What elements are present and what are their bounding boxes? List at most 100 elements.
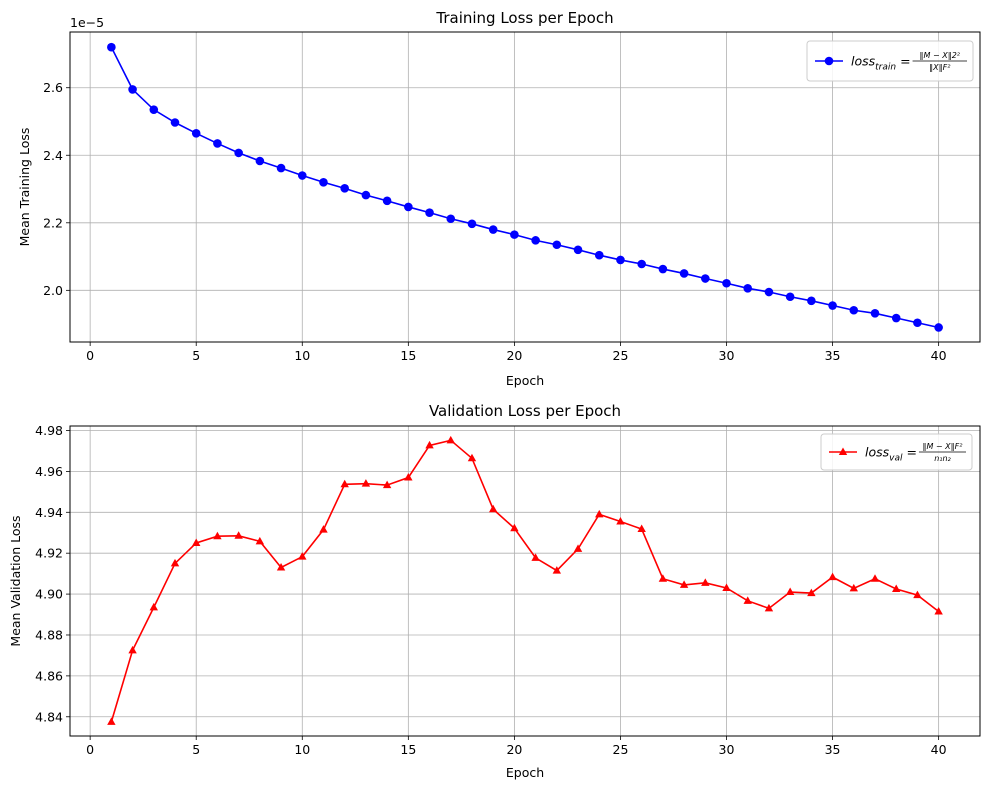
data-point xyxy=(340,479,349,488)
y-tick-label: 4.98 xyxy=(35,423,63,438)
x-tick-label: 20 xyxy=(506,348,522,363)
x-tick-label: 40 xyxy=(931,742,947,757)
data-point xyxy=(616,516,625,525)
legend-swatch-marker xyxy=(824,56,834,66)
x-tick-label: 30 xyxy=(719,348,735,363)
data-point xyxy=(488,225,498,234)
y-offset-label: 1e−5 xyxy=(70,15,104,30)
y-tick-label: 4.94 xyxy=(35,505,63,520)
data-point xyxy=(743,284,753,293)
data-point xyxy=(361,479,371,487)
data-point xyxy=(319,525,328,533)
data-point xyxy=(913,318,922,328)
data-point xyxy=(828,572,837,581)
data-point xyxy=(149,105,159,114)
data-point xyxy=(107,717,116,725)
data-point xyxy=(149,602,158,611)
y-tick-label: 2.6 xyxy=(43,80,63,95)
y-tick-label: 4.88 xyxy=(35,627,63,642)
x-tick-label: 5 xyxy=(192,348,200,363)
data-point xyxy=(722,278,731,288)
data-point xyxy=(594,250,604,260)
data-point xyxy=(191,129,201,138)
data-point xyxy=(467,453,477,462)
tick-group: 0 5 10 15 20 25 30 35 40 4.84 4.86 4.88 4.90 4.92 4.94… xyxy=(35,423,946,757)
data-point xyxy=(637,524,646,533)
data-point xyxy=(637,259,646,269)
data-point xyxy=(764,603,774,612)
y-tick-label: 4.86 xyxy=(35,668,63,683)
data-point xyxy=(743,596,752,604)
data-point xyxy=(107,42,116,52)
data-point xyxy=(404,202,413,212)
data-point xyxy=(785,587,795,596)
x-tick-label: 5 xyxy=(192,742,200,757)
data-point xyxy=(128,645,137,654)
data-point xyxy=(891,313,901,323)
grid-lines xyxy=(70,426,980,736)
data-point xyxy=(298,552,307,560)
data-point xyxy=(170,558,180,567)
data-point xyxy=(531,236,540,245)
legend-label: lossval = xyxy=(865,445,917,464)
plot-frame xyxy=(69,425,981,737)
x-tick-label: 20 xyxy=(506,742,522,757)
data-point xyxy=(446,435,455,444)
data-point xyxy=(828,301,837,310)
data-point xyxy=(807,588,816,597)
x-tick-label: 30 xyxy=(719,742,735,757)
data-point xyxy=(255,156,265,166)
y-tick-label: 4.84 xyxy=(35,709,63,724)
data-point xyxy=(510,523,519,532)
legend-box xyxy=(806,40,974,82)
data-point xyxy=(425,440,434,449)
data-point xyxy=(934,606,943,615)
data-point xyxy=(361,190,371,200)
y-tick-label: 2.4 xyxy=(43,148,63,163)
y-axis-label: Mean Validation Loss xyxy=(8,515,23,646)
data-point xyxy=(573,245,583,255)
y-axis-label: Mean Training Loss xyxy=(17,128,32,247)
data-point xyxy=(595,509,604,518)
data-point xyxy=(573,544,583,552)
data-point xyxy=(658,264,668,274)
grid-lines xyxy=(70,32,980,342)
y-tick-label: 4.90 xyxy=(35,587,63,602)
legend-fraction-numerator: ‖M − X‖2² xyxy=(920,51,961,60)
y-tick-label: 2.0 xyxy=(43,283,63,298)
data-point xyxy=(679,580,689,588)
data-point xyxy=(425,208,434,217)
data-point xyxy=(297,171,307,180)
series-line-group xyxy=(107,42,943,332)
data-point xyxy=(785,292,795,302)
data-point xyxy=(213,139,222,148)
x-tick-label: 0 xyxy=(86,348,94,363)
legend: losstrain = ‖M − X‖2² ‖X‖F² xyxy=(806,40,974,82)
data-point xyxy=(764,287,774,297)
data-point xyxy=(849,305,859,315)
data-point xyxy=(446,214,456,224)
chart-title: Validation Loss per Epoch xyxy=(429,402,621,420)
data-point xyxy=(404,473,413,481)
data-point xyxy=(658,574,668,582)
data-point xyxy=(849,583,858,592)
training-loss-panel: 0 5 10 15 20 25 30 35 40 2.0 2.2 2.4 2.6 Training Lo… xyxy=(17,9,981,388)
legend-fraction-denominator: ‖X‖F² xyxy=(929,63,951,72)
data-point xyxy=(276,563,286,571)
data-point xyxy=(340,184,349,193)
data-point xyxy=(510,230,519,239)
x-tick-label: 10 xyxy=(294,348,310,363)
data-point xyxy=(128,85,137,94)
x-tick-label: 25 xyxy=(613,742,629,757)
data-point xyxy=(870,308,880,318)
series-line xyxy=(110,46,939,329)
legend-box xyxy=(820,433,973,471)
data-point xyxy=(255,536,265,545)
data-point xyxy=(679,269,689,278)
legend: lossval = ‖M − X‖F² n₁n₂ xyxy=(820,433,973,471)
x-tick-label: 15 xyxy=(400,348,416,363)
validation-loss-panel: 0 5 10 15 20 25 30 35 40 4.84 4.86 4.88 4.90 4.92 4.94… xyxy=(8,402,981,780)
data-point xyxy=(234,531,243,539)
data-point xyxy=(382,196,392,206)
